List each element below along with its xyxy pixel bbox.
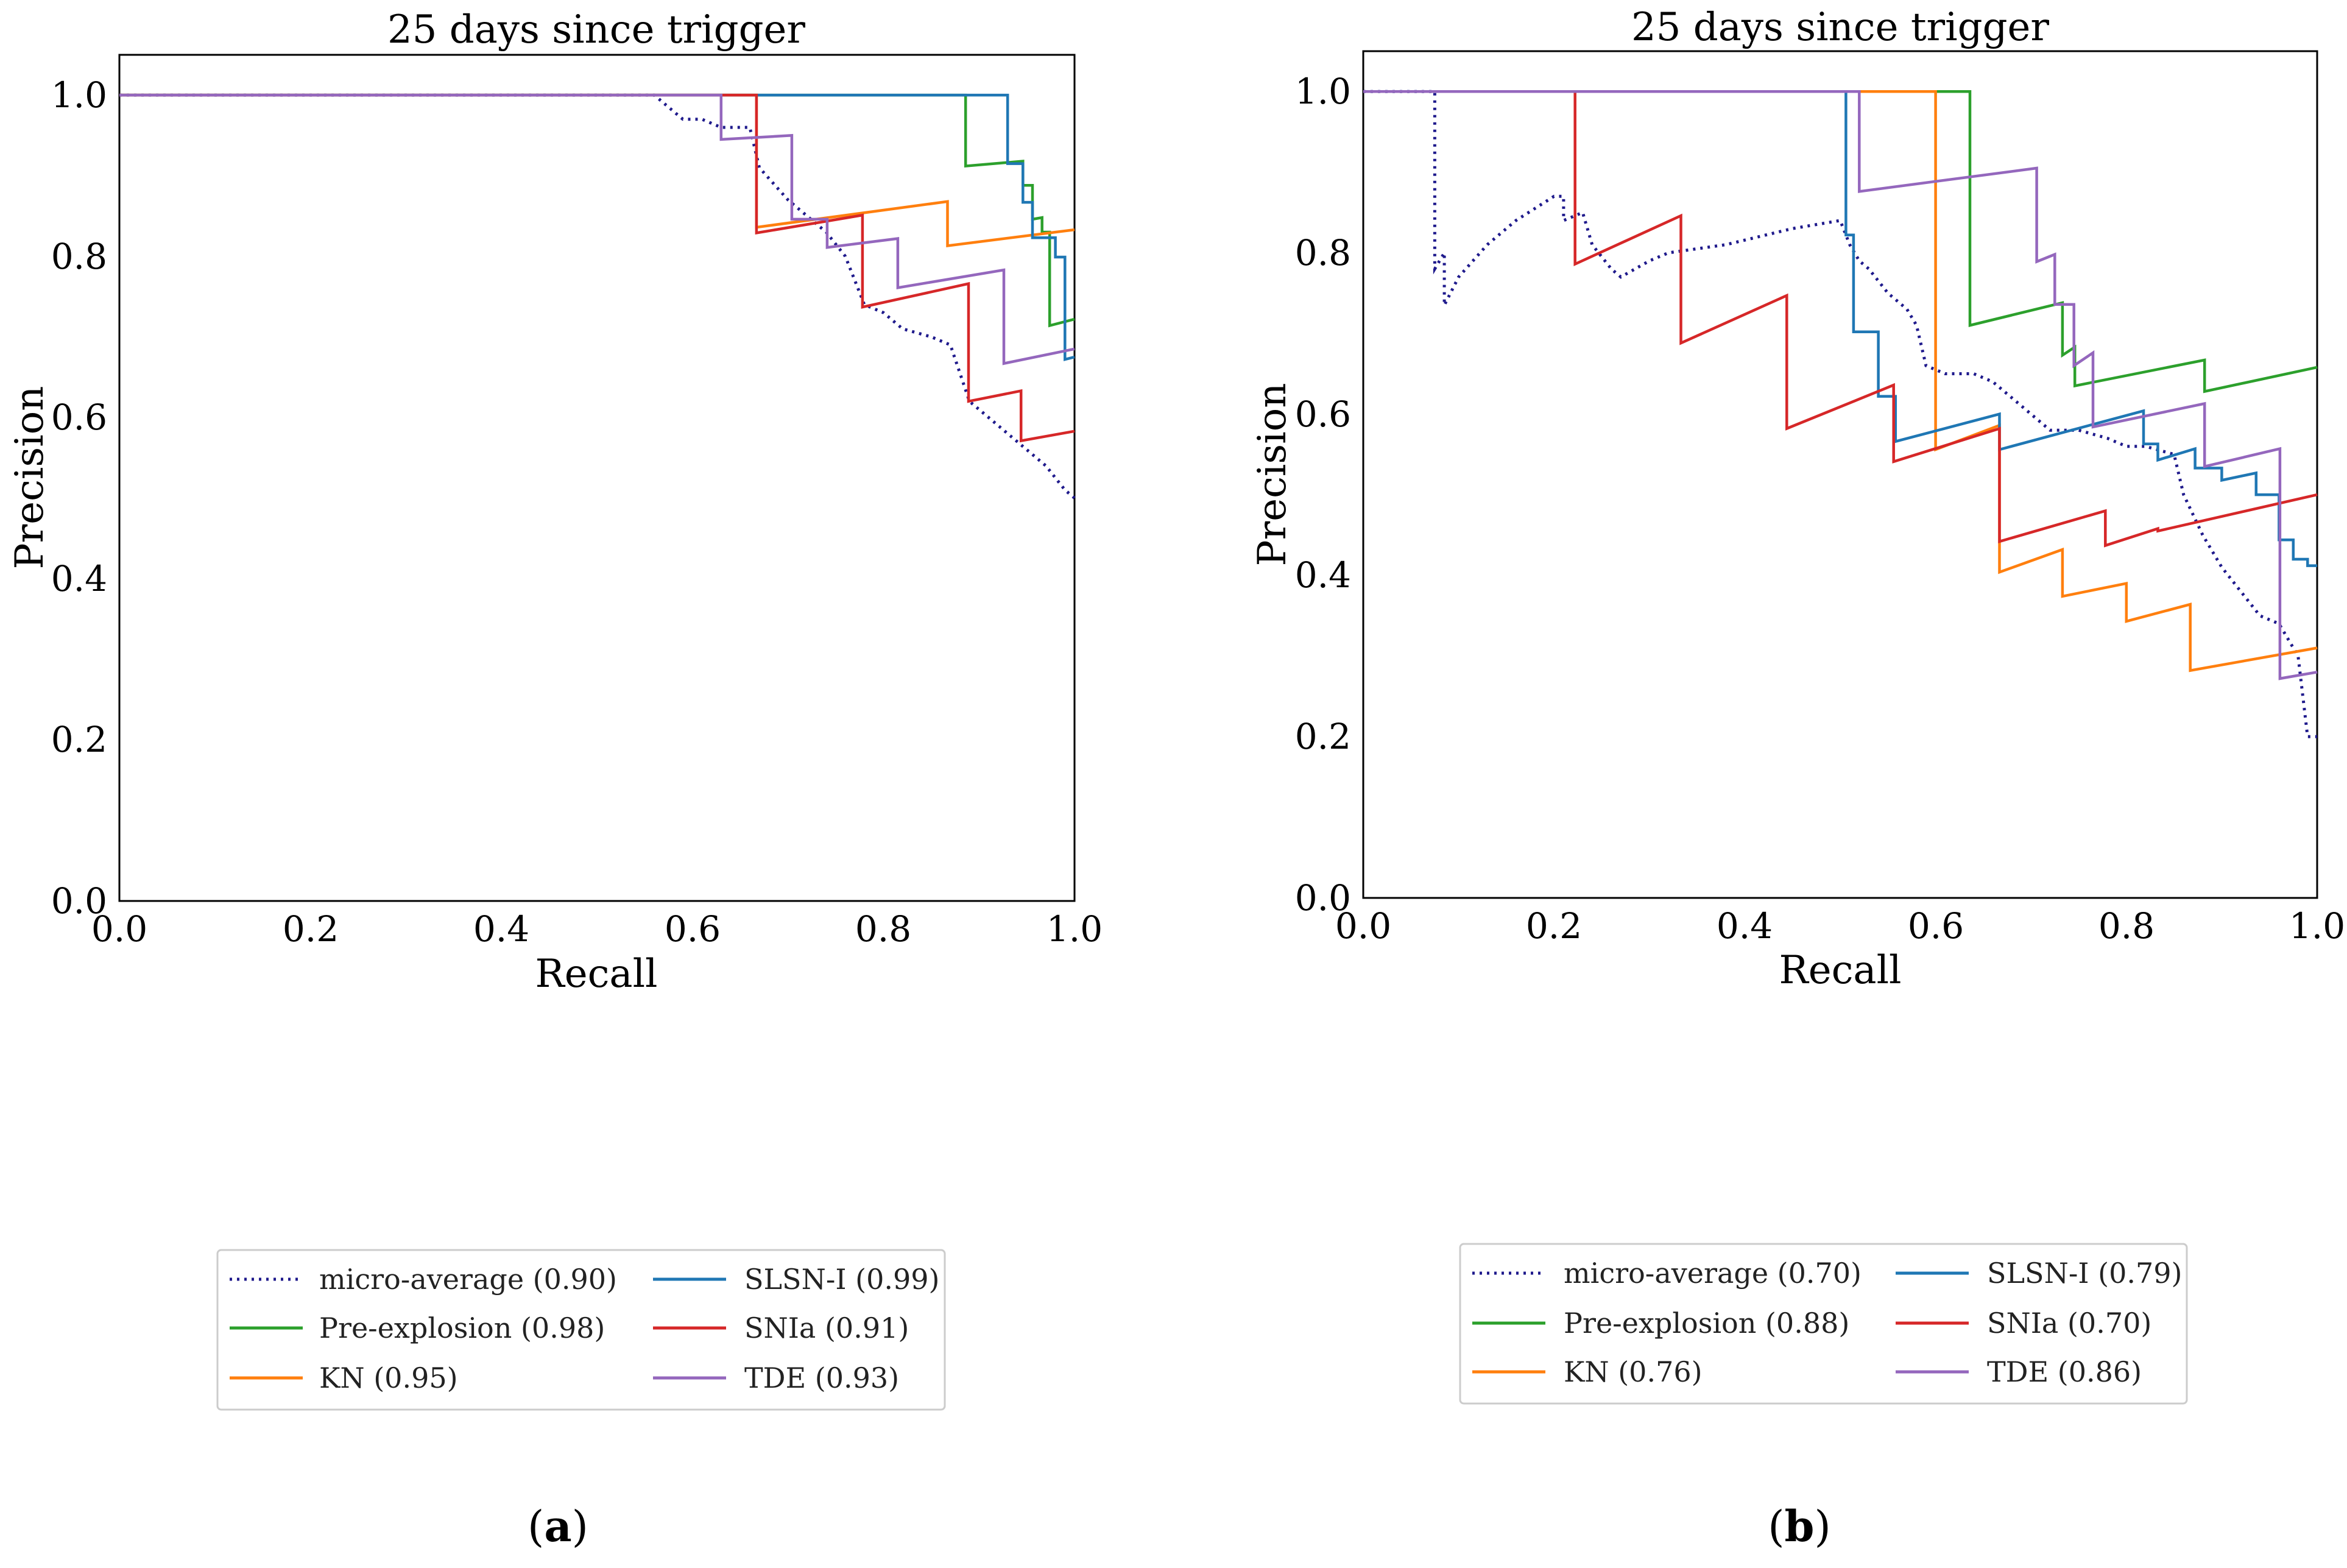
x-tick-label: 1.0 — [1046, 908, 1103, 950]
y-tick-label: 0.4 — [51, 558, 107, 599]
x-tick-label: 0.8 — [855, 908, 911, 950]
legend-entry: TDE (0.86) — [1987, 1355, 2142, 1388]
chart-title: 25 days since trigger — [1631, 5, 2049, 50]
legend-entry: KN (0.76) — [1564, 1355, 1703, 1388]
series-layer — [1363, 90, 2318, 738]
y-ticks: 0.0 0.2 0.4 0.6 0.8 1.0 — [1295, 71, 1351, 919]
y-tick-label: 0.4 — [1295, 554, 1351, 596]
legend-entry: micro-average (0.70) — [1564, 1257, 1862, 1290]
y-tick-label: 0.6 — [51, 397, 107, 438]
panel-label: (b) — [1768, 1501, 1831, 1552]
series-line-snia — [1363, 90, 2318, 548]
y-ticks: 0.0 0.2 0.4 0.6 0.8 1.0 — [51, 74, 107, 922]
legend-box — [216, 1249, 946, 1411]
y-axis-label: Precision — [1250, 383, 1295, 567]
x-ticks: 0.0 0.2 0.4 0.6 0.8 1.0 — [1335, 905, 2345, 947]
y-axis-label: Precision — [7, 386, 52, 570]
series-layer — [119, 93, 1076, 500]
x-axis-label: Recall — [1779, 948, 1902, 993]
series-line-slsn-i — [119, 93, 1075, 361]
x-ticks: 0.0 0.2 0.4 0.6 0.8 1.0 — [91, 908, 1103, 950]
y-tick-label: 0.0 — [51, 880, 107, 922]
x-tick-label: 1.0 — [2289, 905, 2345, 947]
legend-entry: Pre-explosion (0.88) — [1564, 1307, 1849, 1340]
y-tick-label: 1.0 — [1295, 71, 1351, 112]
series-line-slsn-i — [1363, 90, 2317, 567]
chart-title: 25 days since trigger — [387, 7, 805, 52]
legend-entry: SLSN-I (0.79) — [1987, 1257, 2182, 1290]
series-line-kn — [119, 93, 1075, 248]
x-axis-label: Recall — [535, 952, 658, 997]
plot-frame — [118, 54, 1076, 902]
series-line-micro-average — [1363, 90, 2317, 738]
x-tick-label: 0.2 — [1526, 905, 1582, 947]
legend-entry: Pre-explosion (0.98) — [319, 1312, 605, 1344]
x-tick-label: 0.6 — [1908, 905, 1964, 947]
x-tick-label: 0.4 — [473, 908, 529, 950]
panel-letter: b — [1785, 1501, 1815, 1552]
y-tick-label: 1.0 — [51, 74, 107, 116]
legend-entry: SLSN-I (0.99) — [744, 1263, 939, 1296]
legend-entry: KN (0.95) — [319, 1361, 458, 1394]
panel-label: (a) — [528, 1501, 588, 1552]
series-line-micro-average — [119, 93, 1076, 500]
x-tick-label: 0.8 — [2098, 905, 2155, 947]
series-line-kn — [1363, 90, 2318, 673]
panel-a: 25 days since trigger 0.0 0.2 0.4 0.6 0.… — [7, 7, 1103, 1552]
x-tick-label: 0.0 — [91, 908, 147, 950]
panel-b: 25 days since trigger 0.0 0.2 0.4 0.6 0.… — [1250, 5, 2345, 1552]
legend-entry: TDE (0.93) — [744, 1361, 899, 1394]
y-tick-label: 0.6 — [1295, 394, 1351, 435]
y-tick-label: 0.8 — [1295, 232, 1351, 274]
panel-letter: a — [544, 1501, 571, 1552]
legend: micro-average (0.90) Pre-explosion (0.98… — [230, 1263, 939, 1394]
y-tick-label: 0.2 — [1295, 716, 1351, 757]
plot-frame — [1362, 50, 2318, 899]
x-tick-label: 0.0 — [1335, 905, 1391, 947]
series-line-tde — [1363, 90, 2318, 680]
legend-entry: SNIa (0.70) — [1987, 1307, 2151, 1340]
series-line-tde — [119, 93, 1075, 366]
y-tick-label: 0.0 — [1295, 877, 1351, 919]
x-tick-label: 0.2 — [283, 908, 339, 950]
x-tick-label: 0.4 — [1717, 905, 1773, 947]
legend-entry: micro-average (0.90) — [319, 1263, 617, 1296]
x-tick-label: 0.6 — [665, 908, 721, 950]
y-tick-label: 0.8 — [51, 236, 107, 277]
series-line-snia — [119, 93, 1075, 443]
legend: micro-average (0.70) Pre-explosion (0.88… — [1472, 1257, 2182, 1388]
legend-entry: SNIa (0.91) — [744, 1312, 909, 1344]
series-line-pre-explosion — [1363, 90, 2318, 394]
legend-box — [1459, 1243, 2188, 1405]
y-tick-label: 0.2 — [51, 719, 107, 760]
